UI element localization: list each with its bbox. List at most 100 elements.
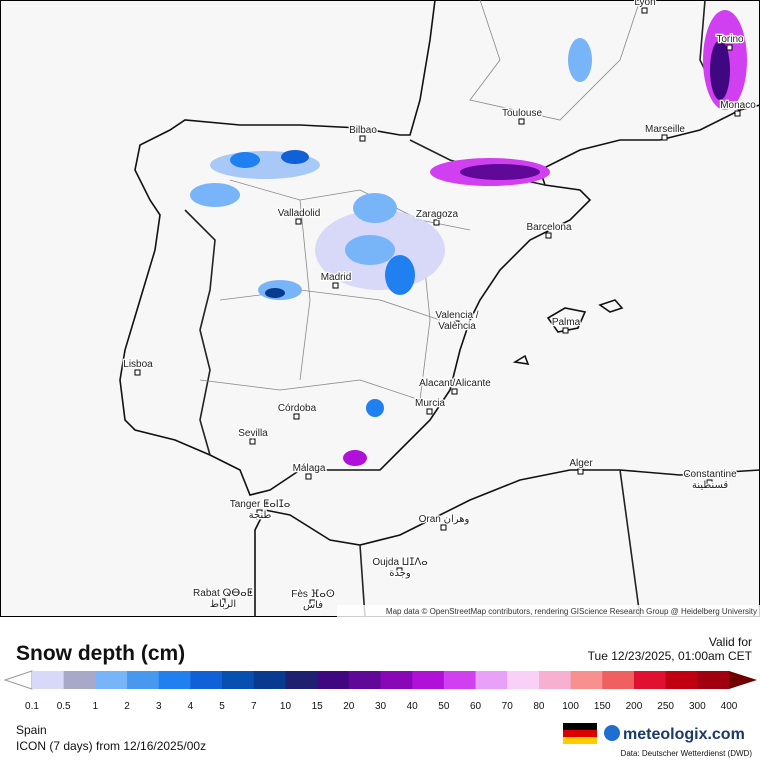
color-swatch bbox=[475, 671, 508, 689]
scale-label: 40 bbox=[407, 701, 419, 712]
color-swatch bbox=[443, 671, 477, 689]
city-label: Murcia bbox=[415, 398, 445, 409]
scale-label: 1 bbox=[93, 701, 99, 712]
scale-label: 20 bbox=[343, 701, 355, 712]
city-label: Madrid bbox=[321, 272, 352, 283]
color-swatch bbox=[697, 671, 730, 689]
city-marker bbox=[293, 413, 300, 420]
region: Spain bbox=[16, 723, 47, 737]
color-swatch bbox=[570, 671, 603, 689]
city-label: Alacant/Alicante bbox=[419, 378, 491, 389]
attribution-background bbox=[337, 605, 760, 617]
legend-title: Snow depth (cm) bbox=[16, 642, 185, 665]
city-marker bbox=[249, 438, 256, 445]
city-marker bbox=[440, 524, 447, 531]
city-label: Barcelona bbox=[526, 222, 571, 233]
city-label: Valladolid bbox=[278, 208, 321, 219]
city-label: Fès ⴼⴰⵙ فاس bbox=[291, 589, 335, 611]
scale-label: 5 bbox=[219, 701, 225, 712]
city-marker bbox=[309, 599, 316, 606]
color-swatch bbox=[222, 671, 255, 689]
scale-label: 50 bbox=[438, 701, 450, 712]
city-label: Sevilla bbox=[238, 428, 268, 439]
color-swatch bbox=[95, 671, 128, 689]
color-swatch bbox=[158, 671, 191, 689]
scale-label: 0.5 bbox=[57, 701, 71, 712]
city-marker bbox=[134, 369, 141, 376]
brand: meteologix.com bbox=[623, 726, 745, 743]
city-marker bbox=[661, 134, 668, 141]
color-swatch bbox=[412, 671, 445, 689]
color-swatch bbox=[507, 671, 540, 689]
city-marker bbox=[433, 219, 440, 226]
color-swatch bbox=[602, 671, 635, 689]
color-swatch bbox=[665, 671, 698, 689]
city-labels: Lyon Torino Monaco Marseille Toulouse Bilbao Z… bbox=[122, 0, 757, 612]
attribution: Map data © OpenStreetMap contributors, r… bbox=[386, 607, 757, 616]
city-label: Málaga bbox=[293, 463, 326, 474]
color-swatch bbox=[32, 671, 65, 689]
city-label: Monaco bbox=[720, 100, 756, 111]
city-marker bbox=[726, 44, 733, 51]
data-source: Data: Deutscher Wetterdienst (DWD) bbox=[621, 749, 753, 758]
city-marker bbox=[562, 327, 569, 334]
city-marker bbox=[359, 135, 366, 142]
city-marker bbox=[706, 479, 713, 486]
color-swatch bbox=[190, 671, 223, 689]
city-marker bbox=[396, 567, 403, 574]
city-label: Tanger ⵟⴰⵏⵊⴰ طنجة bbox=[230, 499, 290, 521]
city-marker bbox=[295, 218, 302, 225]
flag bbox=[563, 723, 597, 744]
snow-areas bbox=[190, 10, 747, 466]
city-marker bbox=[451, 388, 458, 395]
city-marker bbox=[332, 282, 339, 289]
color-swatch bbox=[317, 671, 350, 689]
scale-label: 60 bbox=[470, 701, 482, 712]
scale-label: 2 bbox=[124, 701, 130, 712]
legend-arrow-right bbox=[729, 671, 757, 689]
city-label: Palma bbox=[552, 317, 581, 328]
scale-label: 200 bbox=[626, 701, 643, 712]
color-swatch bbox=[380, 671, 413, 689]
color-swatch bbox=[348, 671, 381, 689]
city-label: Constantine قسنطينة bbox=[683, 469, 737, 491]
color-scale: 0.1 0.5 1 2 3 4 5 7 10 15 20 30 40 50 60 70 80 100 150 200 2… bbox=[25, 671, 738, 712]
brand-logo bbox=[604, 725, 620, 741]
model: ICON (7 days) from 12/16/2025/00z bbox=[16, 739, 206, 753]
city-marker bbox=[256, 509, 263, 516]
scale-label: 7 bbox=[251, 701, 257, 712]
city-label: Valencia / València bbox=[435, 310, 478, 332]
city-marker bbox=[305, 473, 312, 480]
city-label: Oujda ⵡⵊⴷⴰ وجدة bbox=[372, 557, 427, 579]
scale-label: 100 bbox=[562, 701, 579, 712]
scale-label: 400 bbox=[721, 701, 738, 712]
map-background bbox=[0, 0, 760, 617]
city-label: Lisboa bbox=[123, 359, 153, 370]
scale-label: 30 bbox=[375, 701, 387, 712]
city-marker bbox=[734, 110, 741, 117]
city-label: Toulouse bbox=[502, 108, 542, 119]
city-label: Oran وهران bbox=[419, 514, 470, 525]
color-swatch bbox=[538, 671, 572, 689]
valid-label: Valid for bbox=[709, 635, 752, 649]
city-label: Córdoba bbox=[278, 403, 317, 414]
color-swatch bbox=[633, 671, 667, 689]
scale-label: 10 bbox=[280, 701, 292, 712]
scale-label: 4 bbox=[188, 701, 194, 712]
map: Lyon Torino Monaco Marseille Toulouse Bilbao Z… bbox=[0, 0, 760, 617]
legend: Snow depth (cm) Valid for Tue 12/23/2025… bbox=[3, 635, 757, 758]
city-marker bbox=[426, 408, 433, 415]
city-label: Lyon bbox=[634, 0, 655, 8]
coastlines bbox=[119, 0, 760, 617]
valid-time: Tue 12/23/2025, 01:00am CET bbox=[588, 649, 753, 663]
color-swatch bbox=[127, 671, 160, 689]
city-marker bbox=[518, 118, 525, 125]
scale-label: 300 bbox=[689, 701, 706, 712]
scale-label: 15 bbox=[312, 701, 324, 712]
city-label: Bilbao bbox=[349, 125, 377, 136]
city-marker bbox=[453, 320, 460, 327]
city-label: Alger bbox=[569, 458, 593, 469]
scale-label: 80 bbox=[533, 701, 545, 712]
city-label: Zaragoza bbox=[416, 209, 459, 220]
